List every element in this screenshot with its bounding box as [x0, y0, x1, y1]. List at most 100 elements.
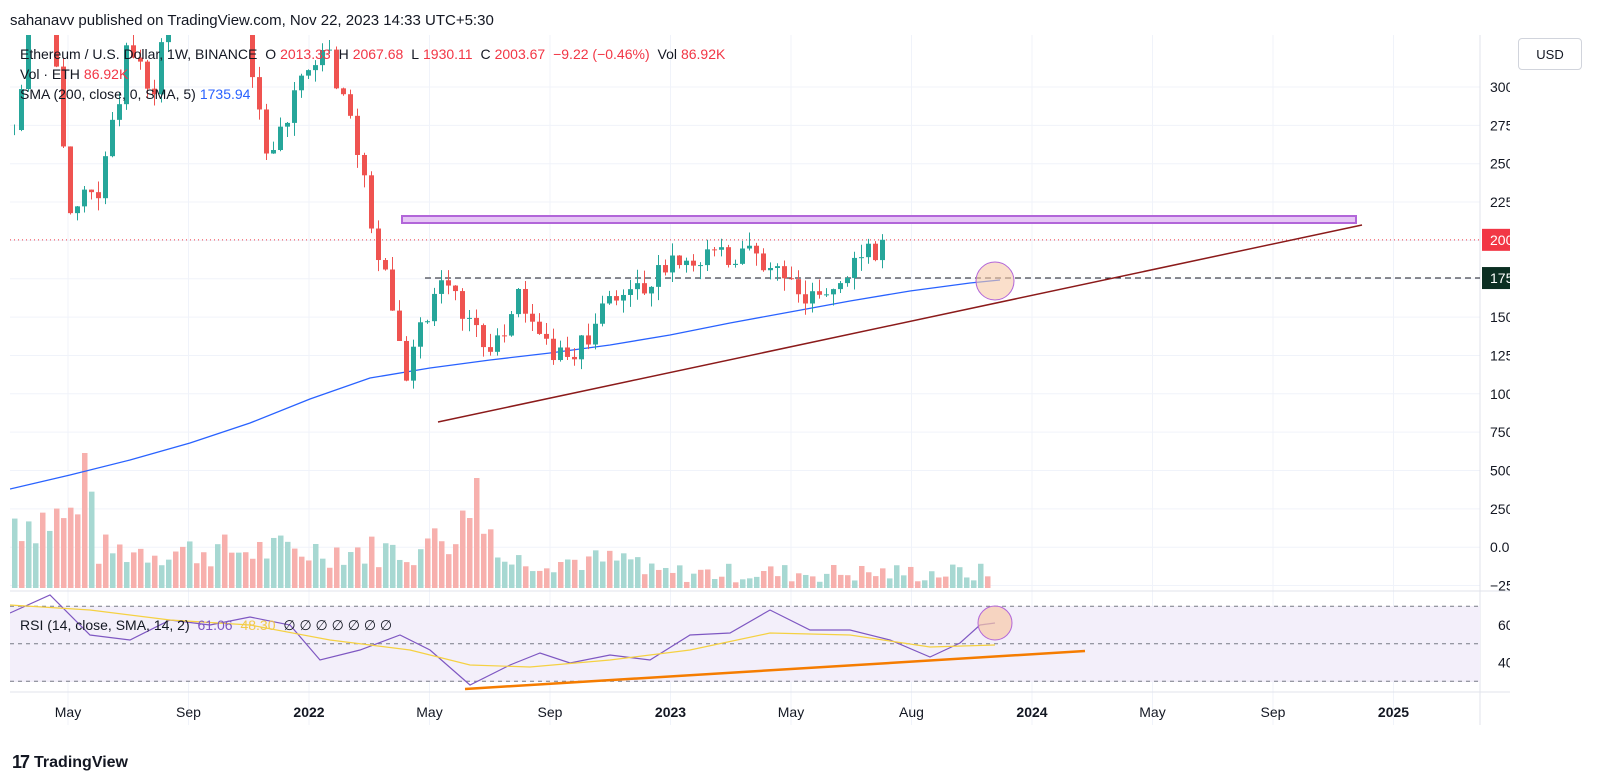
candle-body: [82, 189, 87, 207]
low-label: L: [411, 46, 419, 62]
volume-bar: [327, 567, 333, 588]
candle-body: [761, 253, 766, 271]
volume-bar: [271, 537, 277, 588]
candle-body: [684, 260, 689, 266]
volume-bar: [740, 579, 746, 588]
price-axis-label: 3000.00: [1490, 79, 1510, 95]
volume-bar: [152, 555, 158, 588]
candle-body: [159, 42, 164, 95]
volume-bar: [859, 565, 865, 588]
time-axis-label: 2025: [1378, 704, 1409, 720]
candle-body: [124, 45, 129, 105]
rsi-ma-line: [10, 604, 996, 668]
candle-body: [859, 257, 864, 259]
rsi-ma-value: 48.30: [240, 617, 276, 633]
open-value: 2013.33: [280, 46, 331, 62]
volume-bar: [670, 572, 676, 588]
volume-bar: [299, 556, 305, 588]
volume-legend[interactable]: Vol · ETH 86.92K: [20, 66, 132, 82]
volume-bar: [208, 566, 214, 588]
volume-bar: [915, 581, 921, 588]
candle-body: [299, 75, 304, 91]
rsi-value: 61.06: [197, 617, 233, 633]
volume-bar: [334, 547, 340, 588]
volume-bar: [397, 559, 403, 588]
candle-body: [334, 49, 339, 89]
candle-body: [75, 206, 80, 214]
volume-bar: [775, 576, 781, 588]
volume-bar: [222, 534, 228, 588]
candle-body: [292, 90, 297, 123]
candle-body: [607, 296, 612, 304]
volume-bar: [110, 553, 116, 588]
candle-body: [166, 35, 171, 43]
vol-value: 86.92K: [680, 46, 726, 62]
high-label: H: [338, 46, 349, 62]
volume-bar: [33, 543, 39, 588]
candle-body: [614, 296, 619, 301]
rsi-axis-label: 60.00: [1498, 617, 1510, 633]
candle-body: [705, 249, 710, 266]
symbol-label[interactable]: Ethereum / U.S. Dollar, 1W, BINANCE: [20, 46, 258, 62]
candle-body: [355, 115, 360, 155]
candle-body: [691, 260, 696, 266]
rsi-legend[interactable]: RSI (14, close, SMA, 14, 2) 61.06 48.30 …: [20, 617, 396, 634]
volume-bar: [411, 565, 417, 588]
candle-body: [439, 280, 444, 294]
volume-bar: [922, 580, 928, 588]
price-axis-label: 1500.00: [1490, 309, 1510, 325]
volume-bar: [26, 521, 32, 588]
time-axis-label: Aug: [899, 704, 924, 720]
time-axis-label: 2022: [293, 704, 324, 720]
chart-canvas[interactable]: 3000.002750.002500.002250.002000.001750.…: [10, 35, 1510, 740]
volume-bar: [54, 508, 60, 588]
volume-bar: [971, 580, 977, 588]
sma-legend[interactable]: SMA (200, close, 0, SMA, 5) 1735.94: [20, 86, 254, 102]
rsi-label: RSI (14, close, SMA, 14, 2): [20, 617, 190, 633]
volume-bar: [201, 552, 207, 588]
chart-area[interactable]: 3000.002750.002500.002250.002000.001750.…: [10, 35, 1510, 740]
candle-body: [376, 228, 381, 261]
candle-body: [341, 88, 346, 95]
candle-body: [600, 303, 605, 324]
candle-body: [362, 154, 367, 176]
candle-body: [803, 294, 808, 304]
vol-label: Vol: [657, 46, 677, 62]
candle-body: [250, 35, 255, 78]
volume-bar: [908, 566, 914, 588]
rsi-highlight-circle: [977, 605, 1013, 641]
volume-bar: [348, 552, 354, 588]
candle-body: [551, 338, 556, 361]
volume-bar: [530, 571, 536, 588]
volume-bar: [845, 575, 851, 588]
sma-label: SMA (200, close, 0, SMA, 5): [20, 86, 196, 102]
volume-bar: [257, 541, 263, 588]
candle-body: [369, 175, 374, 229]
candle-body: [789, 278, 794, 280]
candle-body: [327, 49, 332, 51]
candle-body: [845, 277, 850, 284]
volume-bar: [418, 549, 424, 588]
volume-bar: [96, 563, 102, 588]
volume-bar: [117, 544, 123, 588]
volume-bar: [887, 578, 893, 588]
price-axis-label: −250.00: [1490, 578, 1510, 594]
volume-bar: [978, 563, 984, 588]
currency-selector[interactable]: USD: [1518, 38, 1582, 70]
candle-body: [586, 335, 591, 345]
tradingview-logo[interactable]: 17 TradingView: [12, 752, 128, 773]
volume-bar: [593, 550, 599, 588]
volume-bar: [663, 567, 669, 588]
volume-bar: [61, 518, 67, 588]
publisher-line: sahanavv published on TradingView.com, N…: [10, 12, 494, 29]
candle-body: [866, 243, 871, 258]
volume-bar: [425, 538, 431, 588]
volume-bar: [852, 580, 858, 588]
candle-body: [96, 192, 101, 199]
close-label: C: [480, 46, 491, 62]
close-value: 2003.67: [494, 46, 546, 62]
volume-bar: [488, 529, 494, 588]
volume-bar: [124, 562, 130, 588]
volume-bar: [565, 559, 571, 588]
price-axis-label: 500.00: [1490, 463, 1510, 479]
